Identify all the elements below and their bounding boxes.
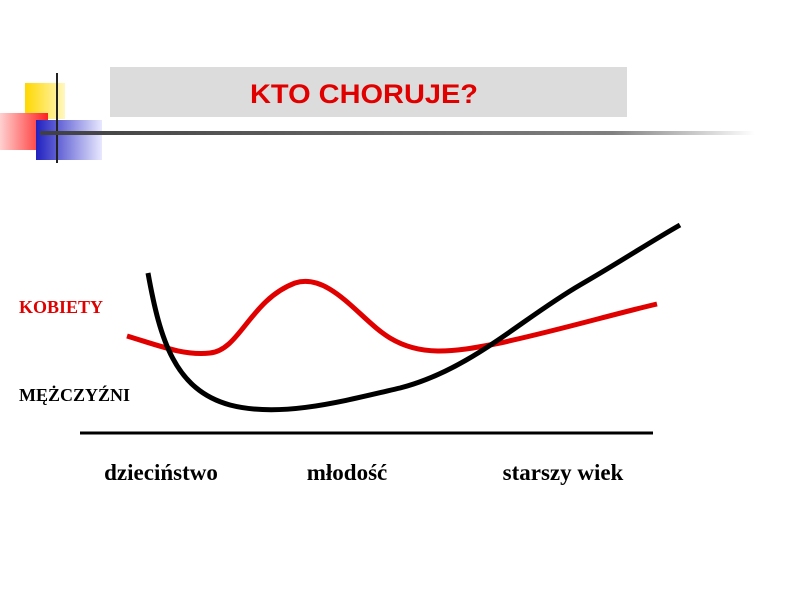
series-label: MĘŻCZYŹNI (19, 384, 130, 405)
series-label: KOBIETY (19, 297, 103, 317)
decor-blue (36, 120, 102, 160)
title-box (110, 67, 627, 117)
x-label: dzieciństwo (104, 460, 218, 485)
x-label: młodość (307, 460, 388, 485)
title: KTO CHORUJE? (250, 79, 478, 109)
men-curve (145, 222, 682, 413)
women-curve (126, 278, 658, 357)
x-label: starszy wiek (503, 460, 624, 485)
decor-hline (40, 131, 755, 135)
